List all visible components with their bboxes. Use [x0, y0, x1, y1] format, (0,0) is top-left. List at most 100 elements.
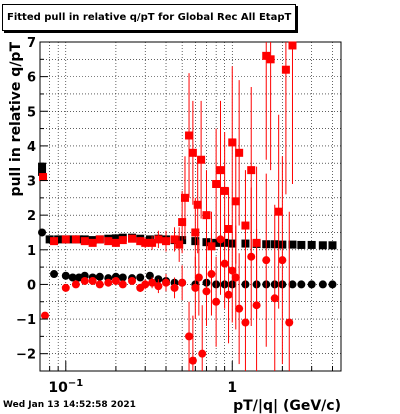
data-point-square — [61, 235, 70, 244]
data-point-square — [274, 207, 283, 216]
data-point-circle — [178, 278, 187, 287]
chart-title: Fitted pull in relative q/pT for Global … — [2, 4, 297, 31]
data-point-circle — [80, 276, 89, 285]
data-point-circle — [61, 283, 70, 292]
data-point-circle — [220, 259, 229, 268]
data-point-square — [281, 65, 290, 74]
data-point-square — [39, 173, 48, 182]
y-tick-label: 3 — [27, 175, 36, 190]
y-tick-label: 0 — [27, 278, 36, 293]
data-point-circle — [111, 276, 120, 285]
y-axis-label: pull in relative q/pT — [8, 42, 24, 197]
data-point-square — [212, 238, 221, 247]
grid-lines — [39, 41, 341, 372]
data-point-square — [197, 155, 206, 164]
data-point-circle — [40, 311, 49, 320]
data-point-square — [224, 225, 233, 234]
data-point-square — [154, 235, 163, 244]
data-point-square — [247, 166, 256, 175]
data-point-circle — [188, 356, 197, 365]
axes: −2 −1 0 1 2 3 4 5 6 7 10−1 1 — [16, 36, 333, 396]
data-point-circle — [247, 252, 256, 261]
data-point-square — [216, 166, 225, 175]
data-point-circle — [202, 287, 211, 296]
data-point-circle — [216, 235, 225, 244]
data-point-circle — [71, 280, 80, 289]
data-point-circle — [61, 271, 70, 280]
data-point-square — [328, 241, 337, 250]
data-series — [38, 41, 337, 371]
data-point-circle — [154, 282, 163, 291]
data-point-circle — [50, 270, 59, 279]
data-point-circle — [318, 280, 327, 289]
chart-title-text: Fitted pull in relative q/pT for Global … — [7, 12, 292, 23]
data-point-circle — [198, 349, 207, 358]
data-point-square — [241, 221, 250, 230]
y-tick-label: 6 — [27, 71, 36, 86]
data-point-circle — [162, 278, 171, 287]
y-tick-label: 1 — [27, 244, 36, 259]
x-tick-label: 10−1 — [48, 378, 83, 396]
data-point-square — [212, 179, 221, 188]
data-point-circle — [231, 273, 240, 282]
data-point-circle — [128, 276, 137, 285]
series-3 — [40, 156, 294, 371]
x-tick-label: 1 — [227, 380, 237, 396]
plot-frame — [39, 41, 342, 372]
data-point-square — [38, 167, 47, 176]
data-point-circle — [118, 273, 127, 282]
data-point-circle — [207, 270, 216, 279]
data-point-square — [202, 211, 211, 220]
data-point-circle — [235, 304, 244, 313]
data-point-square — [297, 240, 306, 249]
data-point-circle — [194, 273, 203, 282]
data-point-square — [136, 237, 145, 246]
data-point-square — [318, 241, 327, 250]
data-point-circle — [88, 276, 97, 285]
y-tick-label: −1 — [16, 313, 36, 328]
data-point-square — [71, 235, 80, 244]
data-point-circle — [145, 271, 154, 280]
data-point-circle — [118, 280, 127, 289]
data-point-circle — [270, 294, 279, 303]
data-point-square — [128, 234, 137, 243]
data-point-circle — [141, 280, 150, 289]
data-point-square — [220, 186, 229, 195]
data-point-square — [104, 237, 113, 246]
data-point-circle — [262, 256, 271, 265]
data-point-circle — [278, 256, 287, 265]
data-point-square — [231, 197, 240, 206]
data-point-square — [266, 55, 275, 64]
data-point-circle — [136, 273, 145, 282]
timestamp: Wed Jan 13 14:52:58 2021 — [3, 400, 136, 410]
data-point-circle — [241, 318, 250, 327]
data-point-circle — [148, 278, 157, 287]
data-point-square — [141, 238, 150, 247]
data-point-square — [54, 235, 63, 244]
data-point-circle — [170, 283, 179, 292]
data-point-square — [228, 138, 237, 147]
x-axis-label: pT/|q| (GeV/c) — [233, 398, 341, 414]
data-point-circle — [191, 283, 200, 292]
y-tick-label: 2 — [27, 209, 36, 224]
data-point-square — [162, 237, 171, 246]
data-point-circle — [307, 280, 316, 289]
data-point-square — [178, 218, 187, 227]
data-point-square — [191, 228, 200, 237]
data-point-square — [188, 148, 197, 157]
data-point-square — [50, 237, 59, 246]
data-point-square — [80, 237, 89, 246]
data-point-square — [185, 131, 194, 140]
data-point-circle — [95, 272, 104, 281]
data-point-square — [193, 200, 202, 209]
data-point-circle — [224, 290, 233, 299]
data-point-square — [148, 238, 157, 247]
data-point-square — [307, 240, 316, 249]
data-point-square — [288, 41, 297, 50]
data-point-square — [262, 51, 271, 60]
data-point-circle — [95, 280, 104, 289]
y-tick-label: 5 — [27, 105, 36, 120]
data-point-circle — [288, 280, 297, 289]
data-point-square — [235, 148, 244, 157]
